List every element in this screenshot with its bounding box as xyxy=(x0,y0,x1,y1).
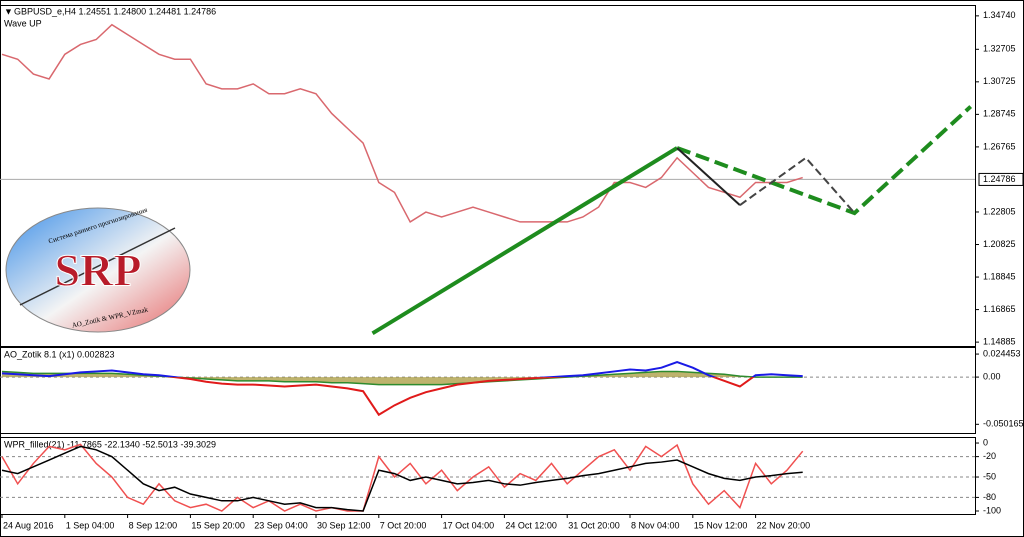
line xyxy=(1,443,804,512)
wpr-panel xyxy=(0,437,976,515)
arrow-icon[interactable]: ▼ xyxy=(4,6,13,16)
y-tick-label: 1.26765 xyxy=(983,141,1016,151)
indicator-name: Wave UP xyxy=(4,18,42,28)
y-tick-label: -100 xyxy=(983,505,1001,515)
y-tick-label: 1.14885 xyxy=(983,336,1016,346)
logo-title: SRP xyxy=(55,245,142,296)
x-tick-label: 31 Oct 20:00 xyxy=(568,520,620,530)
y-tick-label: -50 xyxy=(983,471,996,481)
wave-line xyxy=(739,156,856,214)
y-tick-label: 1.32705 xyxy=(983,44,1016,54)
price-panel xyxy=(0,5,976,347)
x-tick-label: 23 Sep 04:00 xyxy=(254,520,308,530)
line xyxy=(1,370,803,386)
x-tick-label: 24 Aug 2016 xyxy=(3,520,54,530)
ao-panel xyxy=(0,347,976,434)
x-tick-label: 7 Oct 20:00 xyxy=(380,520,427,530)
x-tick-label: 22 Nov 20:00 xyxy=(757,520,811,530)
ao-title: AO_Zotik 8.1 (x1) 0.002823 xyxy=(4,349,115,359)
wave-line xyxy=(676,147,741,206)
y-tick-label: 0 xyxy=(983,437,988,447)
y-tick-label: 1.18845 xyxy=(983,271,1016,281)
x-tick-label: 17 Oct 04:00 xyxy=(443,520,495,530)
wave-line xyxy=(371,146,679,336)
y-tick-label: -0.050165 xyxy=(983,419,1024,429)
y-tick-label: 1.30725 xyxy=(983,76,1016,86)
line xyxy=(1,360,803,378)
y-tick-label: 0.00 xyxy=(983,371,1001,381)
y-tick-label: 1.28745 xyxy=(983,109,1016,119)
y-tick-label: -80 xyxy=(983,492,996,502)
logo-arrow xyxy=(19,227,176,306)
x-tick-label: 30 Sep 12:00 xyxy=(317,520,371,530)
line xyxy=(1,445,803,512)
x-tick-label: 8 Sep 12:00 xyxy=(129,520,178,530)
y-tick-label: 1.20825 xyxy=(983,239,1016,249)
x-tick-label: 15 Sep 20:00 xyxy=(191,520,245,530)
line xyxy=(1,23,803,223)
line xyxy=(48,377,803,417)
wave-line xyxy=(676,105,973,216)
y-tick-label: 1.22805 xyxy=(983,206,1016,216)
current-price-box xyxy=(978,172,1024,186)
logo-ellipse xyxy=(5,207,191,333)
y-tick-label: 1.16865 xyxy=(983,304,1016,314)
area-fill xyxy=(2,371,803,385)
current-price-label: 1.24786 xyxy=(983,174,1016,184)
x-tick-label: 15 Nov 12:00 xyxy=(694,520,748,530)
x-tick-label: 8 Nov 04:00 xyxy=(631,520,680,530)
x-tick-label: 1 Sep 04:00 xyxy=(66,520,115,530)
y-tick-label: -20 xyxy=(983,451,996,461)
y-tick-label: 0.024453 xyxy=(983,348,1021,358)
symbol-header: GBPUSD_e,H4 1.24551 1.24800 1.24481 1.24… xyxy=(14,6,216,16)
wpr-title: WPR_filled(21) -11.7865 -22.1340 -52.501… xyxy=(4,439,216,449)
y-tick-label: 1.34740 xyxy=(983,10,1016,20)
x-tick-label: 24 Oct 12:00 xyxy=(505,520,557,530)
logo: Система раннего прогнозирования SRP AO_Z… xyxy=(5,206,191,333)
